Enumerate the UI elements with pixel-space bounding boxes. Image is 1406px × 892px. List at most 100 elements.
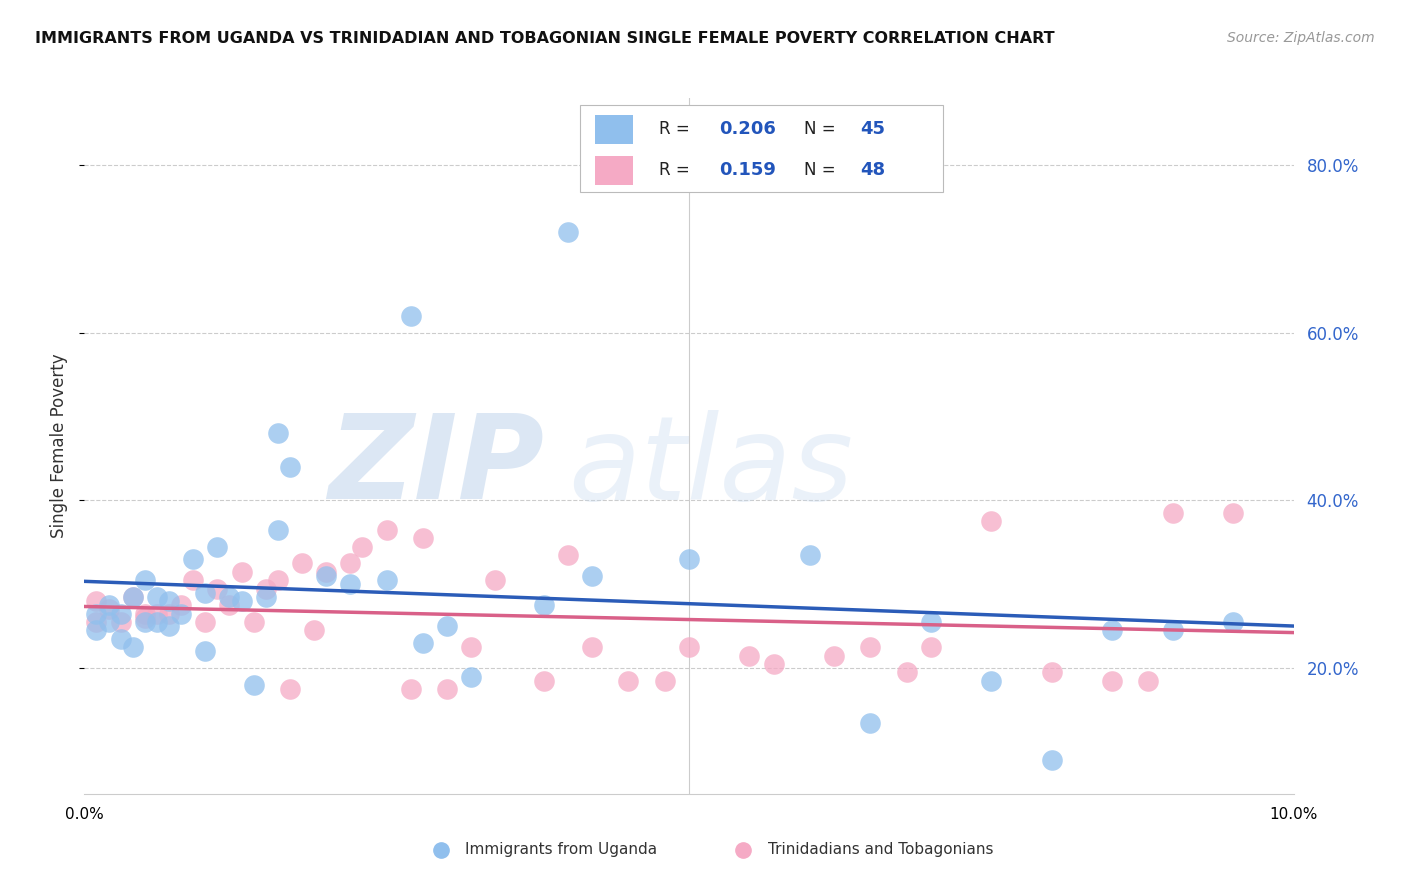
Point bbox=[654, 673, 676, 688]
Point bbox=[460, 640, 482, 655]
Point bbox=[533, 673, 555, 688]
Point bbox=[1101, 673, 1123, 688]
Point bbox=[86, 607, 108, 621]
Point bbox=[980, 673, 1002, 688]
Text: 45: 45 bbox=[860, 120, 886, 138]
Text: N =: N = bbox=[804, 161, 841, 179]
Point bbox=[157, 594, 180, 608]
Point bbox=[157, 607, 180, 621]
Point bbox=[302, 624, 325, 638]
Point bbox=[339, 577, 361, 591]
Point bbox=[896, 665, 918, 680]
Point bbox=[920, 615, 942, 629]
Point bbox=[267, 573, 290, 587]
Point bbox=[86, 624, 108, 638]
Point bbox=[194, 585, 217, 599]
Point bbox=[533, 599, 555, 613]
Point bbox=[194, 615, 217, 629]
Point bbox=[352, 540, 374, 554]
Point bbox=[86, 594, 108, 608]
Point bbox=[1040, 665, 1063, 680]
Point bbox=[738, 648, 761, 663]
Text: atlas: atlas bbox=[568, 409, 853, 524]
Point bbox=[436, 682, 458, 697]
Point bbox=[218, 590, 240, 604]
Point bbox=[617, 673, 640, 688]
Point bbox=[134, 573, 156, 587]
Point bbox=[110, 632, 132, 646]
Point bbox=[97, 599, 120, 613]
Point bbox=[121, 590, 143, 604]
Point bbox=[436, 619, 458, 633]
Point bbox=[218, 599, 240, 613]
Point bbox=[242, 615, 264, 629]
Point bbox=[181, 552, 204, 566]
Text: 0.206: 0.206 bbox=[720, 120, 776, 138]
Point bbox=[97, 615, 120, 629]
Bar bbox=[581, 105, 943, 192]
Point bbox=[207, 540, 229, 554]
Text: Trinidadians and Tobagonians: Trinidadians and Tobagonians bbox=[768, 842, 993, 857]
Point bbox=[231, 594, 253, 608]
Point bbox=[484, 573, 506, 587]
Point bbox=[1040, 753, 1063, 767]
Text: 48: 48 bbox=[860, 161, 886, 179]
Point bbox=[207, 582, 229, 596]
Point bbox=[242, 678, 264, 692]
Point bbox=[1161, 624, 1184, 638]
Point bbox=[134, 611, 156, 625]
Point bbox=[121, 590, 143, 604]
Point bbox=[399, 309, 422, 323]
Point bbox=[557, 548, 579, 562]
Point bbox=[157, 619, 180, 633]
Point bbox=[678, 552, 700, 566]
Point bbox=[1222, 506, 1244, 520]
Point bbox=[146, 590, 169, 604]
Point bbox=[254, 582, 277, 596]
Point bbox=[181, 573, 204, 587]
Point bbox=[146, 607, 169, 621]
Point bbox=[134, 607, 156, 621]
Point bbox=[762, 657, 785, 671]
Point bbox=[823, 648, 845, 663]
Point bbox=[170, 607, 193, 621]
Text: 0.159: 0.159 bbox=[720, 161, 776, 179]
Point bbox=[278, 459, 301, 474]
Point bbox=[315, 565, 337, 579]
Point bbox=[1137, 673, 1160, 688]
Point bbox=[278, 682, 301, 697]
Point bbox=[678, 640, 700, 655]
Text: N =: N = bbox=[804, 120, 841, 138]
Text: Source: ZipAtlas.com: Source: ZipAtlas.com bbox=[1227, 31, 1375, 45]
Point bbox=[170, 599, 193, 613]
Point bbox=[291, 557, 314, 571]
Point bbox=[110, 607, 132, 621]
Point bbox=[146, 615, 169, 629]
Point bbox=[412, 636, 434, 650]
Point bbox=[799, 548, 821, 562]
Point bbox=[399, 682, 422, 697]
Point bbox=[412, 531, 434, 545]
Point bbox=[231, 565, 253, 579]
Text: IMMIGRANTS FROM UGANDA VS TRINIDADIAN AND TOBAGONIAN SINGLE FEMALE POVERTY CORRE: IMMIGRANTS FROM UGANDA VS TRINIDADIAN AN… bbox=[35, 31, 1054, 46]
Point bbox=[859, 715, 882, 730]
Point bbox=[254, 590, 277, 604]
Text: R =: R = bbox=[659, 161, 700, 179]
Point bbox=[97, 602, 120, 616]
Point bbox=[460, 669, 482, 683]
Point bbox=[315, 569, 337, 583]
Point bbox=[1161, 506, 1184, 520]
Point bbox=[110, 615, 132, 629]
Point bbox=[1101, 624, 1123, 638]
Bar bbox=[595, 115, 633, 144]
Point bbox=[920, 640, 942, 655]
Point bbox=[581, 640, 603, 655]
Point bbox=[134, 615, 156, 629]
Point bbox=[121, 640, 143, 655]
Point bbox=[194, 644, 217, 658]
Text: Immigrants from Uganda: Immigrants from Uganda bbox=[465, 842, 658, 857]
Point bbox=[557, 225, 579, 239]
Point bbox=[375, 523, 398, 537]
Point bbox=[339, 557, 361, 571]
Y-axis label: Single Female Poverty: Single Female Poverty bbox=[51, 354, 69, 538]
